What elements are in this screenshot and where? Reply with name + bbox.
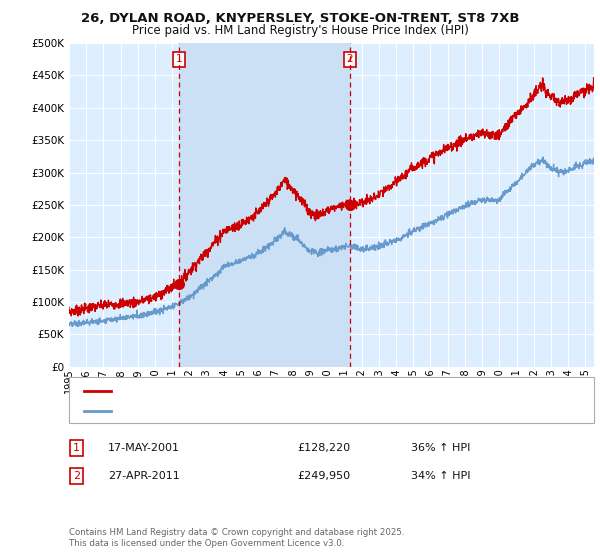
- Text: Contains HM Land Registry data © Crown copyright and database right 2025.
This d: Contains HM Land Registry data © Crown c…: [69, 528, 404, 548]
- Text: 1: 1: [175, 54, 182, 64]
- Text: £128,220: £128,220: [297, 443, 350, 453]
- Text: 36% ↑ HPI: 36% ↑ HPI: [411, 443, 470, 453]
- Text: 27-APR-2011: 27-APR-2011: [108, 471, 180, 481]
- Text: 26, DYLAN ROAD, KNYPERSLEY, STOKE-ON-TRENT, ST8 7XB: 26, DYLAN ROAD, KNYPERSLEY, STOKE-ON-TRE…: [81, 12, 519, 25]
- Text: 2: 2: [347, 54, 353, 64]
- Text: 34% ↑ HPI: 34% ↑ HPI: [411, 471, 470, 481]
- Text: 26, DYLAN ROAD, KNYPERSLEY, STOKE-ON-TRENT, ST8 7XB (detached house): 26, DYLAN ROAD, KNYPERSLEY, STOKE-ON-TRE…: [117, 386, 503, 396]
- Bar: [179, 43, 350, 367]
- Text: 2: 2: [73, 471, 80, 481]
- Text: 1: 1: [73, 443, 80, 453]
- Text: Price paid vs. HM Land Registry's House Price Index (HPI): Price paid vs. HM Land Registry's House …: [131, 24, 469, 36]
- Text: 17-MAY-2001: 17-MAY-2001: [108, 443, 180, 453]
- Text: £249,950: £249,950: [297, 471, 350, 481]
- Text: HPI: Average price, detached house, Staffordshire Moorlands: HPI: Average price, detached house, Staf…: [117, 407, 421, 416]
